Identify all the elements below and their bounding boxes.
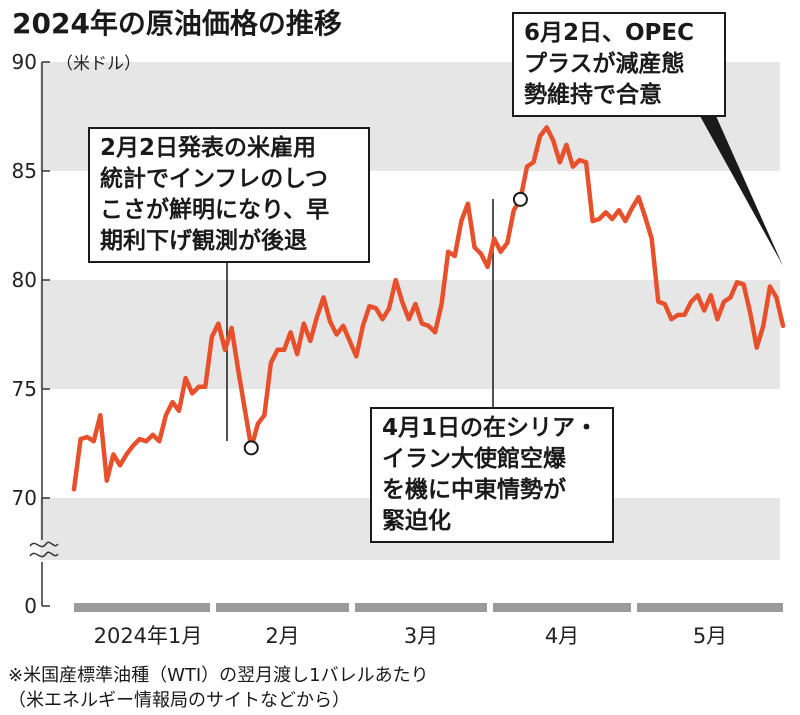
x-axis-months: 2024年1月 2月 3月 4月 5月 [74,603,783,648]
callout-line: 2月2日発表の米雇用 [100,135,317,161]
callout-line: 勢維持で合意 [524,82,662,108]
y-axis: 0 70 75 80 85 90 （米ドル） [12,50,141,618]
callout-jobs-report: 2月2日発表の米雇用 統計でインフレのしつ こさが鮮明になり、早 期利下げ観測が… [88,127,370,263]
month-bar [74,603,210,612]
event-marker [512,191,528,207]
month-label: 2024年1月 [94,624,203,648]
callout-line: を機に中東情勢が [382,477,566,503]
month-label: 5月 [693,624,727,648]
price-series [71,125,786,492]
callout-line: こさが鮮明になり、早 [100,197,330,223]
callout-line: 緊迫化 [382,508,451,534]
month-bar [355,603,487,612]
callout-line: イラン大使館空爆 [382,446,566,472]
y-tick-label: 90 [12,50,37,74]
callout-line: 4月1日の在シリア・ [382,415,599,441]
callout-leaders [226,116,783,441]
callout-opec: 6月2日、OPEC プラスが減産態 勢維持で合意 [512,12,726,117]
axis-break-mark [29,551,59,558]
month-bar [637,603,783,612]
footnote-source-1: ※米国産標準油種（WTI）の翌月渡し1バレルあたり [8,665,429,686]
leader-pointer [700,116,783,266]
callout-line: 6月2日、OPEC [524,20,695,46]
month-bar [216,603,349,612]
band-80-75 [40,280,780,389]
event-marker [243,440,259,456]
chart-title: 2024年の原油価格の推移 [12,7,342,40]
callout-embassy-strike: 4月1日の在シリア・ イラン大使館空爆 を機に中東情勢が 緊迫化 [370,407,614,543]
y-tick-label: 70 [12,486,37,510]
y-unit-label: （米ドル） [56,54,141,74]
price-line [71,125,786,492]
y-tick-label: 85 [12,159,37,183]
callout-line: プラスが減産態 [524,51,685,77]
y-tick-label: 80 [12,268,37,292]
y-tick-label: 0 [24,594,37,618]
axis-break-mark [29,541,59,548]
footnote-source-2: （米エネルギー情報局のサイトなどから） [8,690,350,711]
callout-line: 期利下げ観測が後退 [100,228,307,254]
month-bar [493,603,631,612]
callout-line: 統計でインフレのしつ [100,166,328,192]
month-label: 3月 [404,624,438,648]
month-label: 2月 [265,624,299,648]
y-tick-label: 75 [12,377,37,401]
month-label: 4月 [545,624,579,648]
